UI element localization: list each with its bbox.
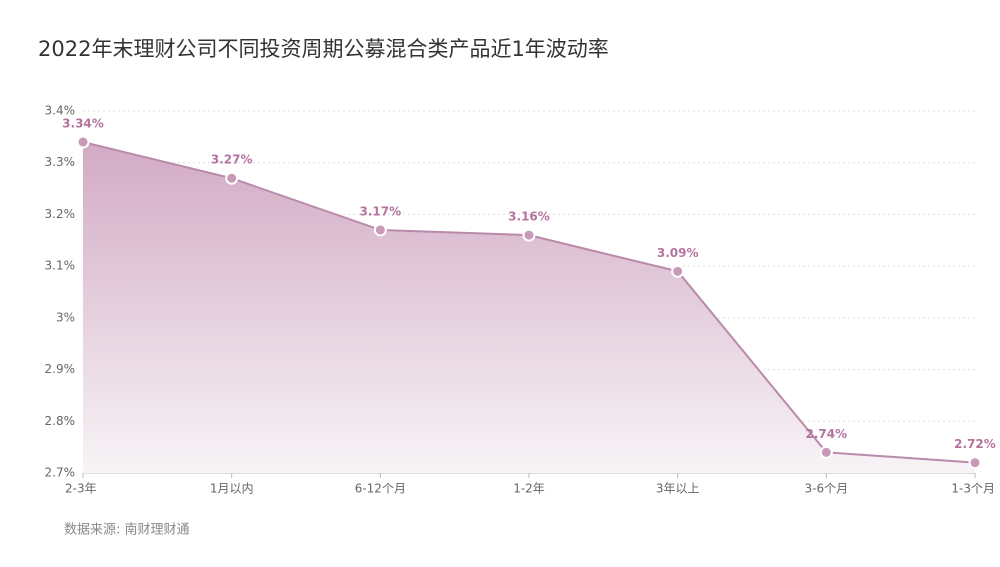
y-tick-label: 3.1% xyxy=(45,259,76,273)
y-tick-label: 2.7% xyxy=(45,466,76,480)
area-fill xyxy=(83,142,975,473)
y-tick-label: 3.3% xyxy=(45,155,76,169)
point xyxy=(819,445,833,459)
data-label: 3.27% xyxy=(211,153,253,167)
x-tick-label: 6-12个月 xyxy=(355,482,406,496)
data-label: 3.09% xyxy=(657,246,699,260)
point xyxy=(373,223,387,237)
data-label: 3.34% xyxy=(62,117,104,131)
point xyxy=(522,228,536,242)
data-label: 3.16% xyxy=(508,210,550,224)
point xyxy=(76,135,90,149)
x-tick-label: 3-6个月 xyxy=(805,482,849,496)
source-note: 数据来源: 南财理财通 xyxy=(64,522,190,538)
chart-title: 2022年末理财公司不同投资周期公募混合类产品近1年波动率 xyxy=(38,37,609,61)
data-label: 3.17% xyxy=(360,204,402,218)
point xyxy=(671,264,685,278)
x-tick-label: 1-2年 xyxy=(513,482,545,496)
data-label: 2.72% xyxy=(954,437,996,451)
x-tick-label: 3年以上 xyxy=(656,482,700,496)
y-tick-label: 3.2% xyxy=(45,207,76,221)
y-tick-label: 3% xyxy=(56,310,75,324)
x-tick-label: 2-3年 xyxy=(65,482,97,496)
x-tick-label: 1月以内 xyxy=(210,482,254,496)
x-tick-label: 1-3个月 xyxy=(951,482,995,496)
y-tick-label: 2.8% xyxy=(45,414,76,428)
y-tick-label: 2.9% xyxy=(45,362,76,376)
point xyxy=(968,456,982,470)
point xyxy=(225,171,239,185)
data-label: 2.74% xyxy=(806,427,848,441)
y-tick-label: 3.4% xyxy=(45,104,76,118)
